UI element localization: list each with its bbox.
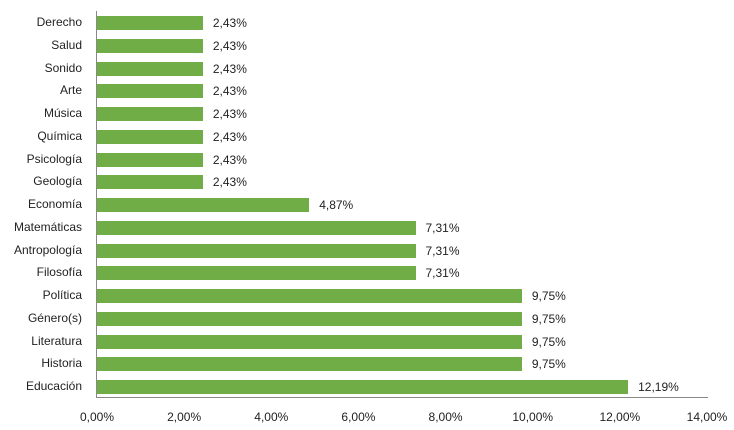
bar bbox=[97, 129, 203, 144]
bar bbox=[97, 334, 522, 349]
x-tick-label: 2,00% bbox=[167, 410, 202, 424]
value-label: 9,75% bbox=[531, 357, 566, 372]
category-label: Filosofía bbox=[36, 265, 82, 280]
bar bbox=[97, 16, 203, 30]
value-label: 2,43% bbox=[212, 38, 247, 53]
x-axis-line bbox=[96, 397, 708, 398]
category-label: Salud bbox=[51, 37, 82, 52]
category-label: Geología bbox=[33, 174, 82, 189]
category-label: Educación bbox=[25, 379, 82, 393]
category-label: Género(s) bbox=[27, 310, 82, 325]
bar bbox=[97, 175, 203, 190]
category-label: Sonido bbox=[44, 60, 82, 75]
bar bbox=[97, 152, 203, 167]
value-label: 2,43% bbox=[212, 152, 247, 167]
value-label: 2,43% bbox=[212, 61, 247, 76]
value-label: 7,31% bbox=[425, 243, 460, 258]
value-label: 2,43% bbox=[212, 16, 247, 30]
category-label: Química bbox=[37, 128, 82, 143]
bar bbox=[97, 220, 416, 235]
bar bbox=[97, 84, 203, 99]
value-label: 12,19% bbox=[638, 380, 679, 394]
x-tick-label: 12,00% bbox=[599, 410, 641, 424]
bar bbox=[97, 38, 203, 53]
category-label: Matemáticas bbox=[13, 219, 82, 234]
bar bbox=[97, 380, 629, 394]
category-label: Política bbox=[42, 288, 82, 302]
bar bbox=[97, 266, 416, 281]
x-tick-label: 14,00% bbox=[686, 410, 728, 424]
value-label: 7,31% bbox=[425, 266, 460, 281]
category-label: Psicología bbox=[26, 151, 82, 166]
value-label: 7,31% bbox=[425, 220, 460, 235]
category-label: Literatura bbox=[31, 333, 82, 348]
category-label: Antropología bbox=[13, 242, 82, 257]
bar bbox=[97, 243, 416, 258]
x-tick-label: 8,00% bbox=[428, 410, 463, 424]
y-axis-line bbox=[96, 11, 97, 397]
bar bbox=[97, 357, 522, 372]
value-label: 9,75% bbox=[531, 289, 566, 303]
value-label: 2,43% bbox=[212, 129, 247, 144]
category-label: Economía bbox=[27, 197, 82, 211]
x-tick-label: 10,00% bbox=[512, 410, 554, 424]
value-label: 4,87% bbox=[319, 198, 354, 212]
bar bbox=[97, 107, 203, 121]
value-label: 9,75% bbox=[531, 311, 566, 326]
category-label: Historia bbox=[41, 356, 82, 371]
x-tick-label: 4,00% bbox=[254, 410, 289, 424]
category-label: Música bbox=[43, 106, 82, 120]
x-tick-label: 6,00% bbox=[341, 410, 376, 424]
value-label: 9,75% bbox=[531, 334, 566, 349]
bar bbox=[97, 198, 310, 212]
value-label: 2,43% bbox=[212, 84, 247, 99]
category-label: Derecho bbox=[36, 15, 82, 29]
category-label: Arte bbox=[59, 83, 82, 98]
bar bbox=[97, 61, 203, 76]
bar bbox=[97, 311, 522, 326]
value-label: 2,43% bbox=[212, 175, 247, 190]
value-label: 2,43% bbox=[212, 107, 247, 121]
bar bbox=[97, 289, 522, 303]
x-tick-label: 0,00% bbox=[79, 410, 115, 424]
